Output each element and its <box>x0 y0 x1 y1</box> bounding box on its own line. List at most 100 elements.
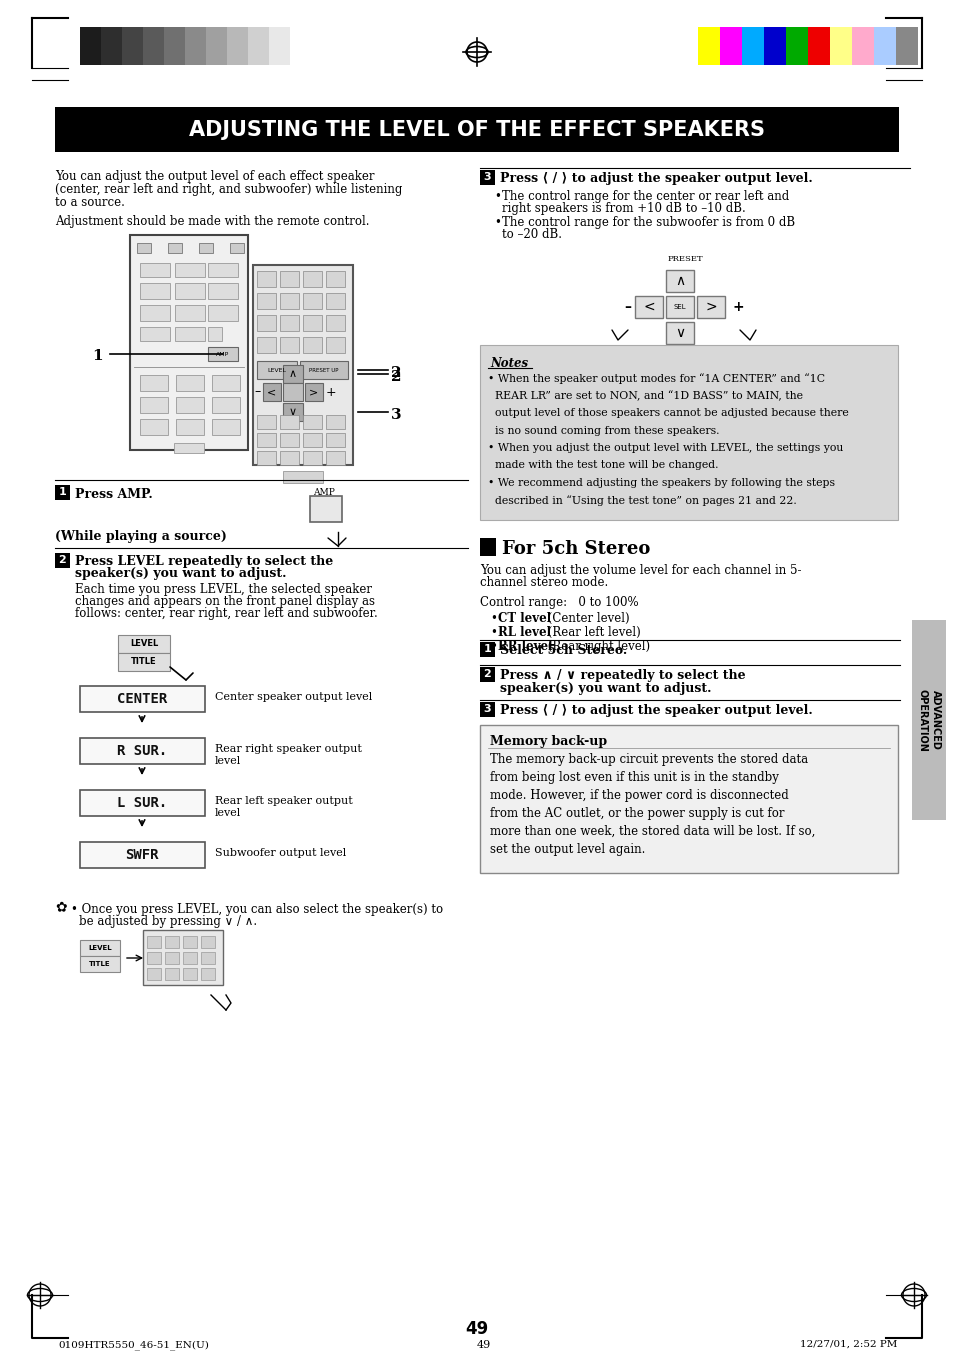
Bar <box>183 952 196 965</box>
Bar <box>256 336 275 353</box>
Bar <box>206 27 227 65</box>
Bar <box>479 703 495 717</box>
Text: ADJUSTING THE LEVEL OF THE EFFECT SPEAKERS: ADJUSTING THE LEVEL OF THE EFFECT SPEAKE… <box>189 119 764 139</box>
Bar <box>290 27 311 65</box>
Text: Subwoofer output level: Subwoofer output level <box>214 848 346 858</box>
Text: Rear left speaker output: Rear left speaker output <box>214 796 353 807</box>
Text: from the AC outlet, or the power supply is cut for: from the AC outlet, or the power supply … <box>490 807 783 820</box>
Bar <box>248 27 269 65</box>
Bar <box>183 969 196 979</box>
Text: The memory back-up circuit prevents the stored data: The memory back-up circuit prevents the … <box>490 753 807 766</box>
Bar <box>201 969 214 979</box>
Text: Rear right speaker output: Rear right speaker output <box>214 744 361 754</box>
Bar <box>101 27 122 65</box>
Bar <box>118 653 170 671</box>
Text: be adjusted by pressing ∨ / ∧.: be adjusted by pressing ∨ / ∧. <box>79 915 257 928</box>
Text: Press LEVEL repeatedly to select the: Press LEVEL repeatedly to select the <box>75 555 333 567</box>
Bar <box>208 327 222 340</box>
Bar <box>326 434 345 447</box>
Bar <box>895 27 917 65</box>
Bar <box>140 376 168 390</box>
Bar <box>326 451 345 465</box>
Bar <box>55 553 70 567</box>
Text: • Once you press LEVEL, you can also select the speaker(s) to: • Once you press LEVEL, you can also sel… <box>71 902 442 916</box>
Text: Adjustment should be made with the remote control.: Adjustment should be made with the remot… <box>55 215 369 228</box>
Bar <box>763 27 785 65</box>
Bar <box>280 315 298 331</box>
Bar <box>283 471 323 484</box>
Bar <box>147 969 161 979</box>
Bar <box>80 738 205 765</box>
Text: TITLE: TITLE <box>132 658 156 666</box>
Bar <box>201 952 214 965</box>
Text: 2: 2 <box>391 370 401 384</box>
Bar <box>208 305 237 322</box>
Text: •: • <box>490 626 497 639</box>
Bar <box>256 272 275 286</box>
Text: You can adjust the volume level for each channel in 5-: You can adjust the volume level for each… <box>479 563 801 577</box>
Bar <box>137 243 151 253</box>
Bar <box>165 969 179 979</box>
Text: +: + <box>325 385 336 399</box>
Bar <box>174 327 205 340</box>
Text: The control range for the center or rear left and: The control range for the center or rear… <box>501 190 788 203</box>
Text: 3: 3 <box>391 408 401 422</box>
Bar <box>143 929 223 985</box>
Bar <box>269 27 290 65</box>
Bar <box>212 376 240 390</box>
Text: Select 5ch Stereo.: Select 5ch Stereo. <box>499 644 626 657</box>
Text: Center speaker output level: Center speaker output level <box>214 692 372 703</box>
Bar <box>174 282 205 299</box>
Bar <box>140 282 170 299</box>
Bar <box>256 361 296 380</box>
Bar <box>305 382 323 401</box>
Text: 2: 2 <box>58 555 67 565</box>
Text: level: level <box>214 757 241 766</box>
Text: SWFR: SWFR <box>125 848 158 862</box>
Bar <box>635 296 662 317</box>
Bar <box>256 415 275 430</box>
Text: TITLE: TITLE <box>89 961 111 967</box>
Bar <box>256 451 275 465</box>
Text: Memory back-up: Memory back-up <box>490 735 606 748</box>
Text: ∨: ∨ <box>674 326 684 340</box>
Bar <box>741 27 763 65</box>
Bar <box>208 263 237 277</box>
Text: R SUR.: R SUR. <box>117 744 167 758</box>
Text: For 5ch Stereo: For 5ch Stereo <box>501 540 650 558</box>
Text: <: < <box>642 300 654 313</box>
Text: PRESET: PRESET <box>667 255 703 263</box>
Bar <box>303 451 322 465</box>
Bar <box>829 27 851 65</box>
Text: 2: 2 <box>483 669 491 680</box>
Bar <box>303 336 322 353</box>
Bar <box>118 635 170 653</box>
Bar <box>164 27 185 65</box>
Text: follows: center, rear right, rear left and subwoofer.: follows: center, rear right, rear left a… <box>75 607 377 620</box>
Bar <box>303 293 322 309</box>
Text: –: – <box>624 300 631 313</box>
Text: ∧: ∧ <box>674 274 684 288</box>
Bar <box>280 434 298 447</box>
Bar <box>253 265 353 465</box>
Text: ∨: ∨ <box>289 407 296 417</box>
Bar <box>283 403 303 422</box>
Text: 1: 1 <box>91 349 103 363</box>
Text: Press ⟨ / ⟩ to adjust the speaker output level.: Press ⟨ / ⟩ to adjust the speaker output… <box>499 704 812 717</box>
Text: •: • <box>490 640 497 653</box>
Text: 1: 1 <box>483 644 491 654</box>
Bar <box>80 686 205 712</box>
Text: output level of those speakers cannot be adjusted because there: output level of those speakers cannot be… <box>488 408 848 417</box>
Text: RR level: RR level <box>497 640 552 653</box>
Bar <box>299 361 348 380</box>
Bar <box>173 443 204 453</box>
Text: <: < <box>267 386 276 397</box>
Text: 49: 49 <box>465 1320 488 1337</box>
Bar <box>165 936 179 948</box>
Bar <box>785 27 807 65</box>
Bar <box>479 345 897 520</box>
Text: is no sound coming from these speakers.: is no sound coming from these speakers. <box>488 426 719 435</box>
Bar <box>80 790 205 816</box>
Text: set the output level again.: set the output level again. <box>490 843 644 857</box>
Text: level: level <box>214 808 241 817</box>
